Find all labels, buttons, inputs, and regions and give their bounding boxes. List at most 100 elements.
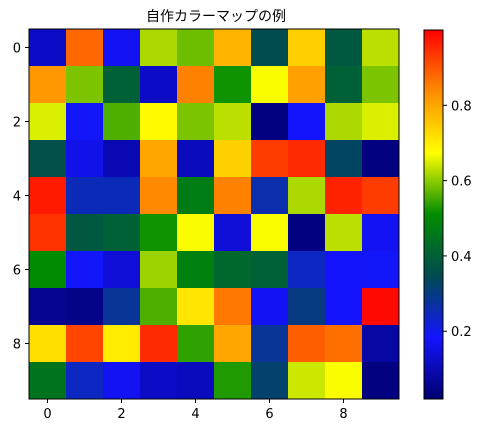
x-tick-label: 8 [339, 407, 347, 422]
heatmap-cell [140, 66, 178, 104]
heatmap-cell [103, 214, 141, 252]
heatmap-cell [251, 177, 289, 215]
heatmap-cell [251, 288, 289, 326]
y-axis: 0 2 4 6 8 [13, 42, 29, 353]
heatmap-cell [29, 140, 67, 178]
heatmap-cell [214, 103, 252, 141]
heatmap-cell [140, 103, 178, 141]
heatmap-cell [29, 251, 67, 289]
heatmap-cell [140, 29, 178, 67]
heatmap-cell [325, 140, 363, 178]
heatmap-cell [214, 140, 252, 178]
heatmap-cell [362, 325, 400, 363]
heatmap-cell [140, 362, 178, 400]
heatmap-cell [288, 214, 326, 252]
heatmap-cell [251, 103, 289, 141]
heatmap-cell [362, 66, 400, 104]
heatmap-cell [214, 29, 252, 67]
x-tick-label: 4 [191, 407, 199, 422]
heatmap-cell [362, 362, 400, 400]
heatmap-cell [103, 103, 141, 141]
heatmap-cell [325, 362, 363, 400]
heatmap-cell [66, 362, 104, 400]
heatmap-cells [29, 29, 400, 400]
heatmap-cell [103, 362, 141, 400]
heatmap-cell [177, 288, 215, 326]
heatmap-cell [251, 140, 289, 178]
heatmap-cell [66, 214, 104, 252]
heatmap-cell [140, 288, 178, 326]
heatmap-cell [103, 288, 141, 326]
heatmap-cell [325, 103, 363, 141]
heatmap-cell [251, 66, 289, 104]
heatmap-cell [362, 214, 400, 252]
heatmap-cell [177, 103, 215, 141]
heatmap-cell [29, 288, 67, 326]
heatmap-cell [177, 29, 215, 67]
y-tick-label: 6 [13, 264, 21, 279]
heatmap-cell [214, 66, 252, 104]
heatmap-cell [288, 66, 326, 104]
heatmap-cell [140, 251, 178, 289]
colorbar-tick-label: 0.2 [451, 325, 472, 340]
heatmap-cell [214, 362, 252, 400]
heatmap-cell [214, 251, 252, 289]
heatmap-cell [325, 66, 363, 104]
heatmap-cell [140, 214, 178, 252]
heatmap-cell [214, 177, 252, 215]
heatmap-cell [66, 140, 104, 178]
colorbar-axis: 0.2 0.4 0.6 0.8 [443, 99, 472, 340]
heatmap-cell [362, 177, 400, 215]
heatmap-cell [214, 288, 252, 326]
heatmap-cell [288, 288, 326, 326]
heatmap-cell [29, 214, 67, 252]
colorbar-tick-label: 0.6 [451, 175, 472, 190]
heatmap-cell [103, 140, 141, 178]
heatmap-cell [140, 325, 178, 363]
heatmap-cell [66, 251, 104, 289]
y-tick-label: 4 [13, 190, 21, 205]
heatmap-cell [362, 140, 400, 178]
y-tick-label: 0 [13, 42, 21, 57]
heatmap-cell [66, 103, 104, 141]
heatmap-cell [325, 288, 363, 326]
heatmap-cell [288, 103, 326, 141]
heatmap-cell [325, 177, 363, 215]
x-axis: 0 2 4 6 8 [43, 399, 348, 422]
heatmap-cell [214, 325, 252, 363]
heatmap-cell [103, 251, 141, 289]
heatmap-cell [177, 362, 215, 400]
heatmap-cell [288, 325, 326, 363]
x-tick-label: 0 [43, 407, 51, 422]
heatmap-cell [288, 362, 326, 400]
heatmap-cell [177, 177, 215, 215]
heatmap-cell [325, 325, 363, 363]
heatmap-cell [177, 214, 215, 252]
heatmap-cell [251, 251, 289, 289]
heatmap-cell [66, 66, 104, 104]
heatmap-cell [66, 29, 104, 67]
heatmap-cell [66, 177, 104, 215]
heatmap-cell [177, 66, 215, 104]
heatmap-cell [362, 251, 400, 289]
heatmap-cell [29, 362, 67, 400]
heatmap-cell [177, 251, 215, 289]
heatmap-cell [29, 29, 67, 67]
heatmap-cell [251, 29, 289, 67]
heatmap-cell [177, 140, 215, 178]
y-tick-label: 8 [13, 338, 21, 353]
x-tick-label: 2 [117, 407, 125, 422]
y-tick-label: 2 [13, 116, 21, 131]
heatmap-cell [66, 288, 104, 326]
heatmap-cell [103, 29, 141, 67]
heatmap-cell [251, 325, 289, 363]
heatmap-cell [140, 140, 178, 178]
heatmap-cell [29, 66, 67, 104]
heatmap-cell [251, 214, 289, 252]
colorbar-tick-label: 0.4 [451, 250, 472, 265]
heatmap-cell [29, 103, 67, 141]
heatmap-cell [325, 214, 363, 252]
heatmap-cell [103, 325, 141, 363]
heatmap-cell [251, 362, 289, 400]
